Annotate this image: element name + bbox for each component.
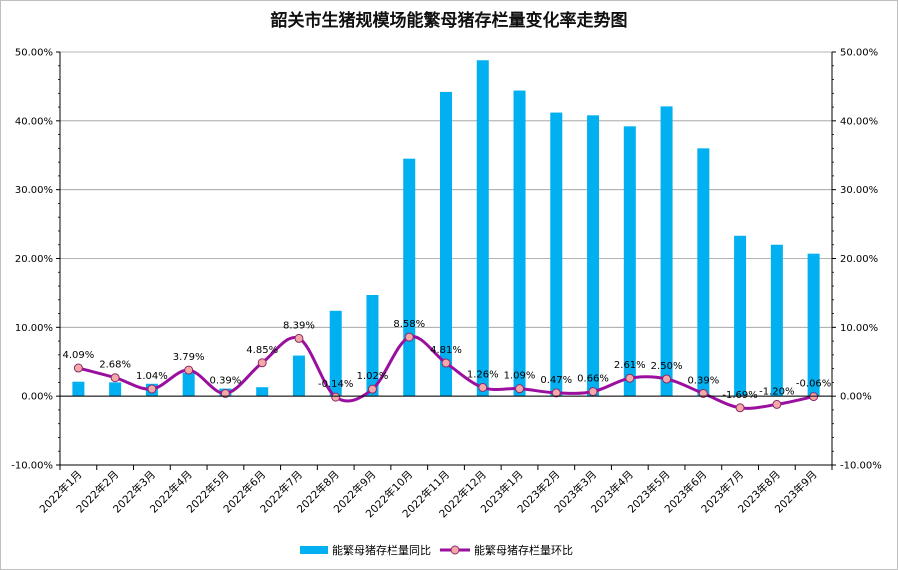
line-data-label: 2.68%: [99, 360, 131, 371]
bar: [734, 235, 747, 397]
line-data-label: 8.39%: [283, 320, 315, 331]
y2-tick-label: 30.00%: [840, 185, 878, 196]
line-data-label: 0.39%: [210, 375, 242, 386]
line-data-label: 8.58%: [393, 319, 425, 330]
line-point: [735, 403, 745, 413]
y-tick-label: 30.00%: [15, 185, 53, 196]
bar: [587, 115, 600, 397]
line-data-label: 0.66%: [577, 374, 609, 385]
line-point: [257, 358, 267, 368]
line-data-label: 4.81%: [430, 345, 462, 356]
line-data-label: 1.26%: [467, 369, 499, 380]
data-labels: 4.09% 2.68% 1.04% 3.79% 0.39% 4.85% 8.39% -0.14…: [62, 319, 831, 401]
bar: [440, 91, 452, 397]
y2-tick-label: 0.00%: [840, 392, 872, 403]
line-point: [367, 384, 377, 394]
legend-bar-swatch: [300, 546, 328, 554]
line-point: [698, 388, 708, 398]
legend-line-label: 能繁母猪存栏量环比: [474, 543, 573, 557]
y-tick-label: 10.00%: [15, 323, 53, 334]
bar: [256, 387, 269, 397]
line-data-label: 0.39%: [687, 375, 719, 386]
y2-tick-label: 40.00%: [840, 116, 878, 127]
bar: [807, 253, 820, 397]
line-point: [220, 388, 230, 398]
line-point: [184, 365, 194, 375]
bar: [660, 106, 673, 397]
bar: [329, 310, 342, 397]
line-point: [662, 374, 672, 384]
legend-line-marker: [450, 545, 460, 555]
y2-tick-label: -10.00%: [840, 461, 882, 472]
bar: [403, 158, 416, 397]
line-data-label: -0.06%: [796, 379, 831, 390]
line-data-label: 3.79%: [173, 352, 205, 363]
line-data-label: 4.09%: [62, 350, 94, 361]
legend-bar-label: 能繁母猪存栏量同比: [332, 543, 431, 557]
y2-tick-label: 50.00%: [840, 48, 878, 59]
line-point: [772, 399, 782, 409]
line-data-label: -1.20%: [759, 386, 794, 397]
line-point: [551, 388, 561, 398]
bar: [292, 355, 305, 397]
y-tick-label: 20.00%: [15, 254, 53, 265]
bar: [770, 244, 783, 397]
bar: [697, 148, 710, 397]
line-data-label: 1.09%: [504, 371, 536, 382]
legend: 能繁母猪存栏量同比 能繁母猪存栏量环比: [300, 543, 573, 557]
line-data-label: 1.04%: [136, 371, 168, 382]
line-point: [625, 373, 635, 383]
line-data-label: -0.14%: [318, 379, 353, 390]
y-tick-label: -10.00%: [11, 461, 53, 472]
line-point: [331, 392, 341, 402]
line-point: [73, 363, 83, 373]
bar: [366, 294, 379, 397]
y-tick-label: 50.00%: [15, 48, 53, 59]
bar: [72, 381, 85, 397]
bar: [109, 382, 122, 397]
line-point: [404, 332, 414, 342]
line-data-label: 2.50%: [651, 361, 683, 372]
bar: [513, 90, 526, 397]
line-point: [478, 382, 488, 392]
line-series: [73, 332, 819, 413]
chart-title: 韶关市生猪规模场能繁母猪存栏量变化率走势图: [271, 10, 628, 31]
bar-series: [72, 60, 820, 397]
line-point: [294, 333, 304, 343]
line-data-label: 1.02%: [357, 371, 389, 382]
bar: [182, 372, 195, 397]
line-data-label: 0.47%: [540, 375, 572, 386]
y-tick-label: 40.00%: [15, 116, 53, 127]
bar: [476, 60, 489, 397]
line-point: [147, 384, 157, 394]
line-data-label: 4.85%: [246, 345, 278, 356]
y2-tick-label: 20.00%: [840, 254, 878, 265]
line-point: [110, 373, 120, 383]
line-data-label: -1.69%: [722, 390, 757, 401]
line-data-label: 2.61%: [614, 360, 646, 371]
line-point: [588, 387, 598, 397]
y2-tick-label: 10.00%: [840, 323, 878, 334]
bar: [623, 126, 636, 397]
line-point: [441, 358, 451, 368]
line-point: [515, 384, 525, 394]
y-tick-label: 0.00%: [21, 392, 53, 403]
bar: [550, 112, 563, 397]
